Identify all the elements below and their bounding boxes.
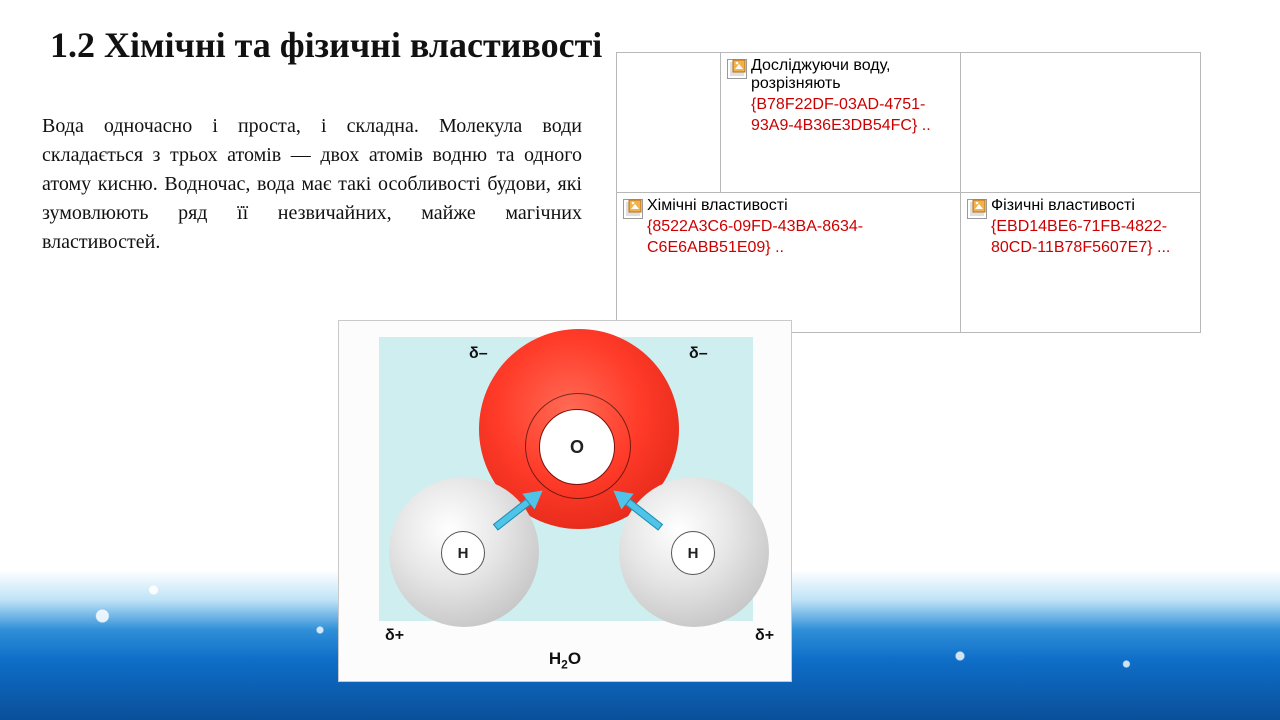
delta-minus-left: δ– xyxy=(469,345,488,363)
page-title: 1.2 Хімічні та фізичні властивості xyxy=(50,24,602,66)
molecule-formula: H2O xyxy=(339,649,791,671)
missing-image-icon xyxy=(727,59,747,79)
molecule-diagram: O H H δ– δ– δ+ δ+ H2O xyxy=(338,320,792,682)
delta-plus-left: δ+ xyxy=(385,627,404,645)
smartart-top-label: Досліджуючи воду, розрізняють xyxy=(751,57,954,93)
oxygen-symbol: O xyxy=(539,409,615,485)
smartart-left-guid: {8522A3C6-09FD-43BA-8634-C6E6ABB51E09} .… xyxy=(647,217,954,259)
smartart-right-label: Фізичні властивості xyxy=(991,197,1194,215)
hydrogen-symbol-right: H xyxy=(671,531,715,575)
delta-plus-right: δ+ xyxy=(755,627,774,645)
body-paragraph: Вода одночасно і проста, і складна. Моле… xyxy=(42,112,582,257)
smartart-table: Досліджуючи воду, розрізняють {B78F22DF-… xyxy=(616,52,1201,333)
missing-image-icon xyxy=(623,199,643,219)
smartart-right-guid: {EBD14BE6-71FB-4822-80CD-11B78F5607E7} .… xyxy=(991,217,1194,259)
smartart-left-cell: Хімічні властивості {8522A3C6-09FD-43BA-… xyxy=(617,193,961,333)
hydrogen-symbol-left: H xyxy=(441,531,485,575)
smartart-top-cell: Досліджуючи воду, розрізняють {B78F22DF-… xyxy=(721,53,961,193)
smartart-left-label: Хімічні властивості xyxy=(647,197,954,215)
smartart-right-cell: Фізичні властивості {EBD14BE6-71FB-4822-… xyxy=(961,193,1201,333)
delta-minus-right: δ– xyxy=(689,345,708,363)
slide: 1.2 Хімічні та фізичні властивості Вода … xyxy=(0,0,1280,720)
smartart-top-guid: {B78F22DF-03AD-4751-93A9-4B36E3DB54FC} .… xyxy=(751,95,954,137)
missing-image-icon xyxy=(967,199,987,219)
